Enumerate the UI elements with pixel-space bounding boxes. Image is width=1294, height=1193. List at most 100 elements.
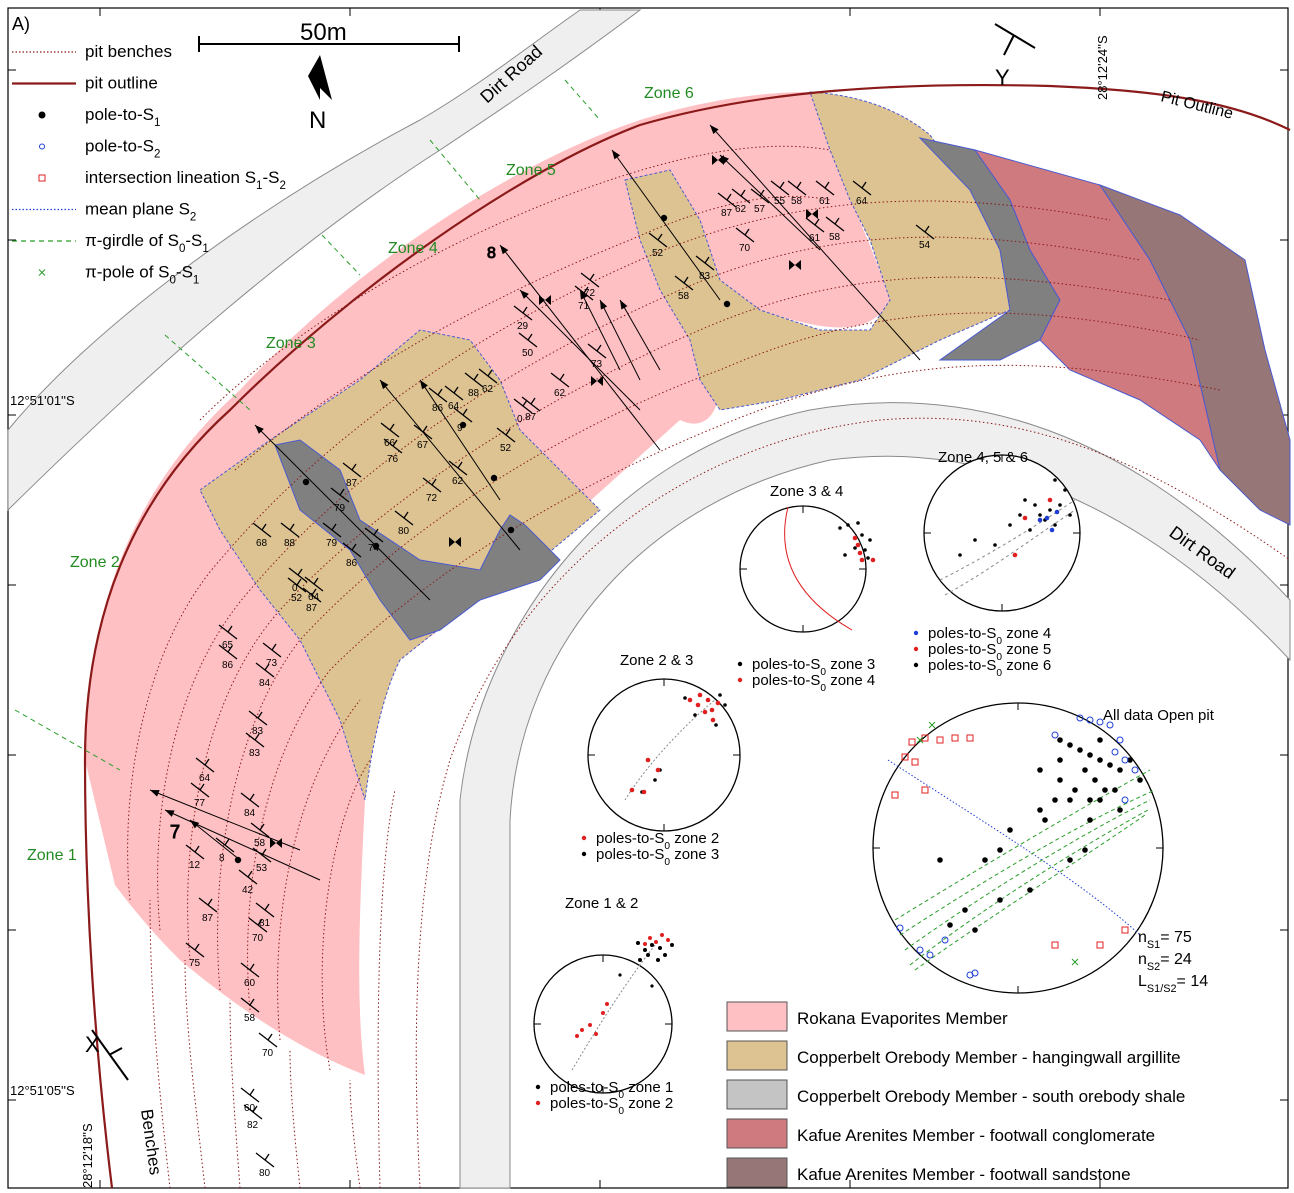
zone-label-1: Zone 1 xyxy=(27,847,77,864)
stereonet-legend-label: poles-to-S0 zone 4 xyxy=(752,672,875,694)
stereonet-s2-pole xyxy=(1121,796,1129,804)
dip-value: 81 xyxy=(259,918,271,929)
fold-axis xyxy=(189,819,241,861)
stereonet-s2-pole xyxy=(926,951,934,959)
dip-value: 57 xyxy=(754,204,766,215)
strike-dip-symbol: 88 xyxy=(464,372,484,399)
strike-dip-symbol: 8 xyxy=(215,837,235,864)
stereonet-pole xyxy=(710,717,716,723)
dip-value: 72 xyxy=(426,493,438,504)
symbol-legend-label: mean plane S2 xyxy=(85,200,196,224)
stereonet-pi-pole xyxy=(928,721,936,729)
dip-value: 52 xyxy=(652,248,664,259)
stereonet-pole xyxy=(997,897,1003,903)
strike-dip-symbol: 58 xyxy=(240,997,260,1024)
unit-legend-label: Copperbelt Orebody Member - south orebod… xyxy=(797,1087,1185,1106)
fold-hinge-point xyxy=(372,542,380,550)
pit-outline-label: Pit Outline xyxy=(1159,88,1235,122)
strike-dip-symbol: 72 xyxy=(580,272,600,299)
unit-south-orebody-shale xyxy=(274,439,561,641)
dip-value: 79 xyxy=(326,538,338,549)
unit-legend-swatch xyxy=(726,1079,788,1110)
fold-plunge-arrow-icon xyxy=(612,150,621,160)
fold-axis xyxy=(164,809,321,881)
stereonet-pole xyxy=(870,557,876,563)
dip-value: 86 xyxy=(346,558,358,569)
scale-bar-label: 50m xyxy=(300,19,347,46)
stereonet-pole xyxy=(866,556,870,560)
fold-plunge-arrow-icon xyxy=(500,245,509,255)
strike-dip-symbol: 65 xyxy=(218,624,238,651)
fold-axis xyxy=(419,379,501,501)
stereonet-pole xyxy=(1007,827,1013,833)
stereonet-pole xyxy=(1023,498,1027,502)
strike-dip-symbol: 71 xyxy=(574,285,594,312)
symbol-legend-item: pit outline xyxy=(12,74,158,93)
symbol-legend-label: pit benches xyxy=(85,42,172,61)
stereonet-pole xyxy=(1037,807,1043,813)
strike-dip-symbol: 86 xyxy=(342,542,362,569)
symbol-legend: pit benches pit outline pole-to-S1 pole-to-… xyxy=(12,42,286,287)
stereonet-pole xyxy=(618,973,622,977)
unit-legend-item: Copperbelt Orebody Member - south orebod… xyxy=(726,1079,1185,1110)
strike-dip-symbol: 62 xyxy=(731,188,751,215)
fold-plunge-arrow-icon xyxy=(255,425,264,434)
stereonet-s2-pole xyxy=(1111,748,1119,756)
north-label: N xyxy=(309,107,326,134)
stereonet-pole xyxy=(1044,515,1050,521)
unit-legend-item: Kafue Arenites Member - footwall sandsto… xyxy=(726,1157,1131,1188)
unit-legend-swatch xyxy=(726,1157,788,1188)
dip-value: 58 xyxy=(244,1013,256,1024)
dip-value: 80 xyxy=(259,1168,271,1179)
dip-value: 9 xyxy=(457,423,463,434)
stereonet-pole xyxy=(958,553,962,557)
strike-dip-symbol: 52 xyxy=(648,232,668,259)
stereonet-pole xyxy=(714,723,718,727)
stereonet-pole xyxy=(1047,497,1053,503)
stereonet-pole xyxy=(993,543,997,547)
dip-value: 64 xyxy=(199,773,211,784)
strike-dip-symbol: 84 xyxy=(240,792,260,819)
strike-dip-symbol: 12 xyxy=(185,844,205,871)
fold-axes: 78 xyxy=(149,124,921,881)
stereonet-pole xyxy=(973,538,977,542)
dip-value: 75 xyxy=(189,958,201,969)
stereonet-pole xyxy=(972,927,978,933)
stereonet-pole xyxy=(1037,517,1043,523)
dip-value: 62 xyxy=(735,204,747,215)
strike-dip-symbol: 58 xyxy=(787,180,807,207)
strike-dip-symbol: 61 xyxy=(815,180,835,207)
dip-value: 65 xyxy=(222,640,234,651)
fold-axis xyxy=(719,154,821,251)
symbol-legend-item: mean plane S2 xyxy=(12,200,196,224)
strike-dip-symbol: 83 xyxy=(248,710,268,737)
stereonet-legend-dot-icon xyxy=(737,661,743,667)
stereonet-pole xyxy=(859,557,865,563)
stereonet-pole xyxy=(658,946,662,950)
symbol-legend-label: pole-to-S2 xyxy=(85,137,160,161)
strike-dip-symbol: 58 xyxy=(674,275,694,302)
stereonet-pole xyxy=(670,943,674,947)
dip-value: 70 xyxy=(739,243,751,254)
dip-value: 64 xyxy=(308,592,320,603)
symbol-legend-label: pole-to-S1 xyxy=(85,105,160,129)
fold-plunge-arrow-icon xyxy=(710,125,719,135)
strike-dip-symbol: 77 xyxy=(190,782,210,809)
fold-axis xyxy=(379,379,521,551)
stereonet-s2-pole xyxy=(1096,718,1104,726)
stereonet-pole xyxy=(962,907,968,913)
dip-value: 70 xyxy=(252,933,264,944)
dip-value: 86 xyxy=(432,403,444,414)
strike-dip-symbol: 82 xyxy=(243,1104,263,1131)
unit-legend-swatch xyxy=(726,1040,788,1071)
fold-plunge-arrow-icon xyxy=(190,820,200,829)
stereonet-pole xyxy=(1053,523,1057,527)
unit-legend-item: Kafue Arenites Member - footwall conglom… xyxy=(726,1118,1155,1149)
fold-plunge-arrow-icon xyxy=(150,790,160,797)
stereonet-pole xyxy=(1117,807,1123,813)
stereonet-pole xyxy=(645,757,651,763)
stereonet-title: Zone 3 & 4 xyxy=(770,483,843,500)
dip-value: 61 xyxy=(809,233,821,244)
fold-plunge-arrow-icon xyxy=(420,380,428,390)
